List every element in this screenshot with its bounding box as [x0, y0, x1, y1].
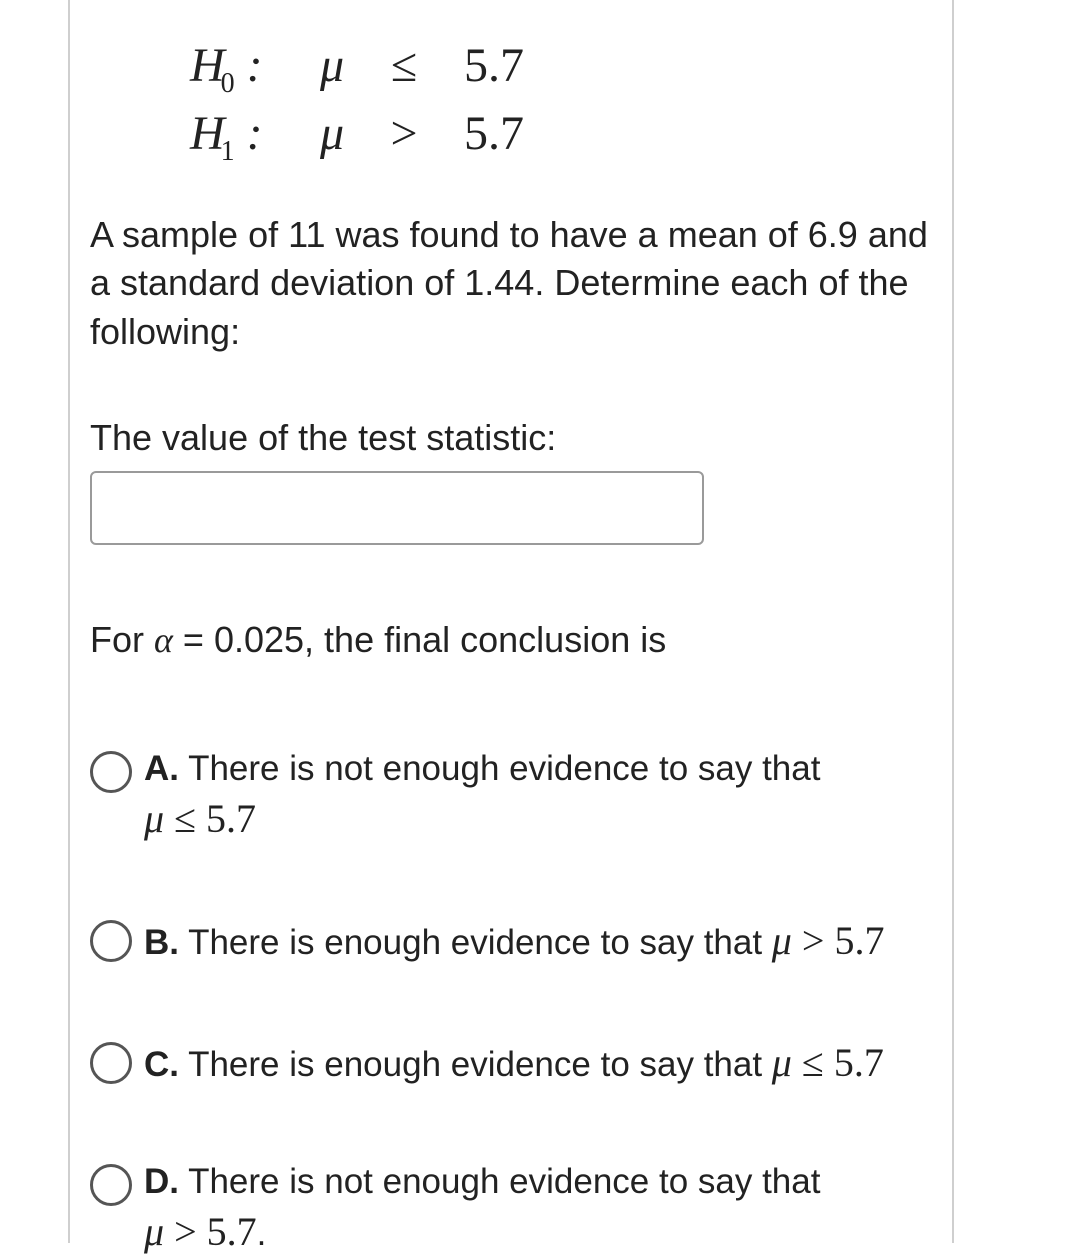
hypotheses-block: H0 : μ ≤ 5.7 H1 : μ > 5.7	[190, 34, 932, 171]
conclusion-prefix: For	[90, 619, 154, 660]
h0-val: 5.7	[464, 34, 524, 99]
option-b: B. There is enough evidence to say that …	[90, 914, 932, 968]
option-b-text: B. There is enough evidence to say that …	[144, 914, 884, 968]
option-a-mu: μ	[144, 796, 164, 841]
option-d: D. There is not enough evidence to say t…	[90, 1158, 932, 1259]
option-d-body: There is not enough evidence to say that	[179, 1162, 820, 1201]
option-a-text: A. There is not enough evidence to say t…	[144, 745, 820, 846]
question-panel: H0 : μ ≤ 5.7 H1 : μ > 5.7 A sample of 11…	[68, 0, 954, 1243]
option-b-op: >	[792, 918, 835, 963]
option-d-val: 5.7	[207, 1209, 257, 1254]
alpha-symbol: α	[154, 620, 173, 660]
hypothesis-h1: H1 : μ > 5.7	[190, 102, 932, 170]
option-d-mu: μ	[144, 1209, 164, 1254]
option-c-val: 5.7	[834, 1040, 884, 1085]
hypothesis-h0: H0 : μ ≤ 5.7	[190, 34, 932, 102]
test-statistic-label: The value of the test statistic:	[90, 417, 932, 459]
option-d-letter: D.	[144, 1162, 179, 1201]
option-b-val: 5.7	[834, 918, 884, 963]
h1-sub: 1	[221, 136, 235, 167]
option-c-text: C. There is enough evidence to say that …	[144, 1036, 884, 1090]
option-d-text: D. There is not enough evidence to say t…	[144, 1158, 820, 1259]
option-c: C. There is enough evidence to say that …	[90, 1036, 932, 1090]
conclusion-prompt: For α = 0.025, the final conclusion is	[90, 619, 932, 661]
options-group: A. There is not enough evidence to say t…	[90, 745, 932, 1259]
option-c-letter: C.	[144, 1045, 179, 1084]
h1-op: >	[374, 102, 434, 167]
option-b-body: There is enough evidence to say that	[179, 923, 772, 962]
option-a-body: There is not enough evidence to say that	[179, 749, 820, 788]
option-b-mu: μ	[772, 918, 792, 963]
option-a-letter: A.	[144, 749, 179, 788]
conclusion-eq: = 0.025, the final conclusion is	[173, 619, 666, 660]
test-statistic-input[interactable]	[90, 471, 704, 545]
radio-c[interactable]	[90, 1042, 132, 1084]
option-a-val: 5.7	[206, 796, 256, 841]
radio-a[interactable]	[90, 751, 132, 793]
h0-sub: 0	[221, 68, 235, 99]
h1-mu: μ	[302, 102, 362, 167]
option-c-op: ≤	[792, 1040, 834, 1085]
radio-b[interactable]	[90, 920, 132, 962]
option-a: A. There is not enough evidence to say t…	[90, 745, 932, 846]
option-d-trailing: .	[257, 1214, 267, 1253]
problem-statement: A sample of 11 was found to have a mean …	[90, 211, 932, 357]
option-b-letter: B.	[144, 923, 179, 962]
option-d-op: >	[164, 1209, 207, 1254]
h0-mu: μ	[302, 34, 362, 99]
h1-label: H	[190, 107, 225, 160]
h1-val: 5.7	[464, 102, 524, 167]
option-c-mu: μ	[772, 1040, 792, 1085]
h0-op: ≤	[374, 34, 434, 99]
option-c-body: There is enough evidence to say that	[179, 1045, 772, 1084]
radio-d[interactable]	[90, 1164, 132, 1206]
option-a-op: ≤	[164, 796, 206, 841]
h0-label: H	[190, 39, 225, 92]
